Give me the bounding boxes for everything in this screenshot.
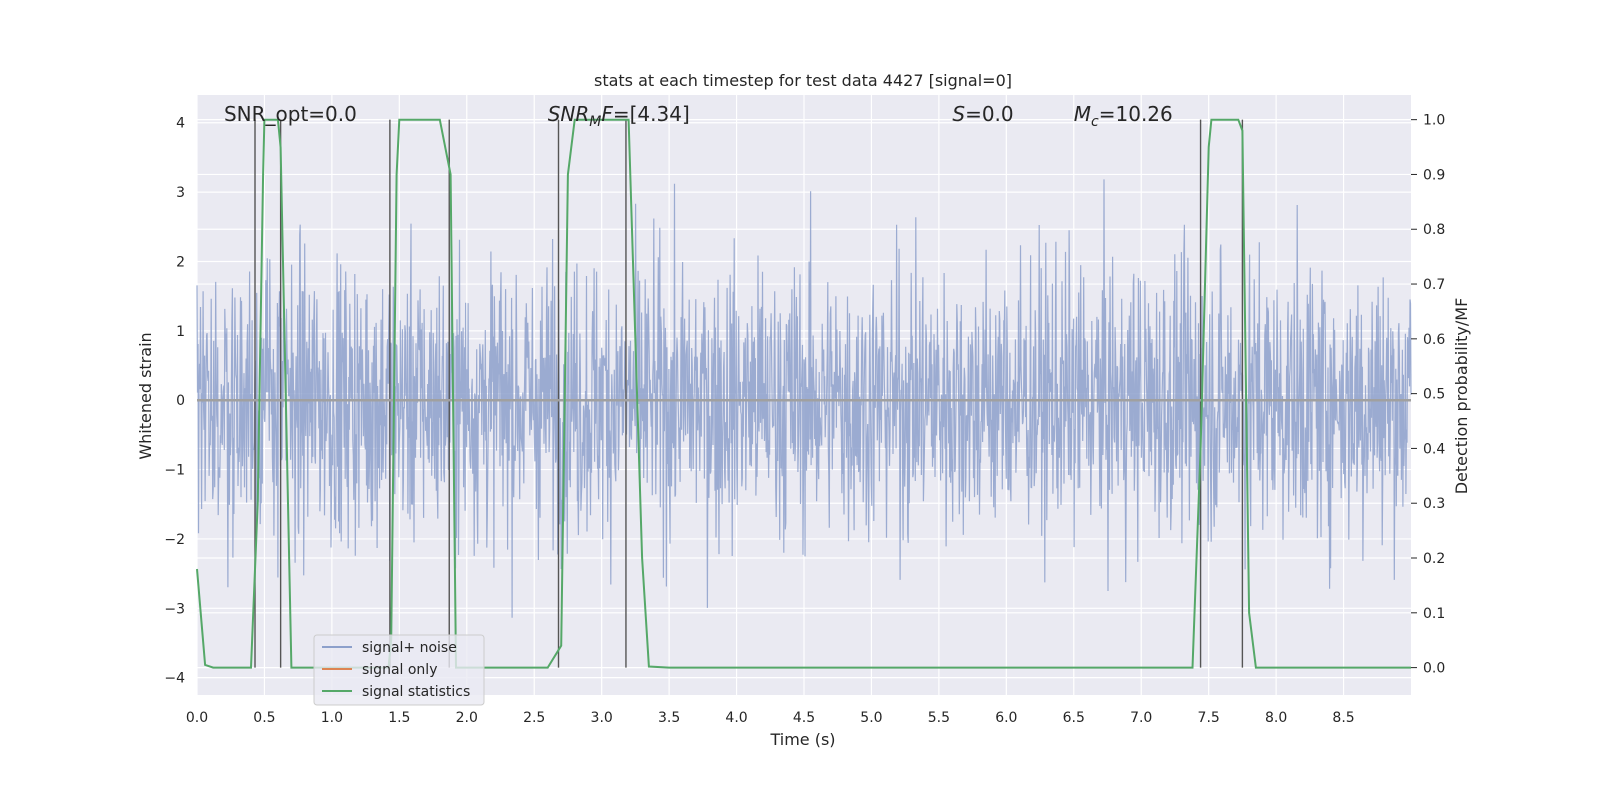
x-tick-label-14: 7.0 xyxy=(1130,710,1152,726)
y2-tick-label-0: 0.0 xyxy=(1423,661,1445,677)
x-tick-label-7: 3.5 xyxy=(658,710,680,726)
annotation-1: SNRMF=[4.34] xyxy=(548,102,690,130)
y2-tick-label-4: 0.4 xyxy=(1423,441,1445,457)
y2-axis-label: Detection probability/MF xyxy=(1452,298,1471,495)
legend: signal+ noise signal only signal statist… xyxy=(313,634,485,706)
legend-box xyxy=(313,634,485,706)
annotation-0: SNR_opt=0.0 xyxy=(224,102,357,126)
x-tick-label-12: 6.0 xyxy=(995,710,1017,726)
signal-noise-series xyxy=(196,179,1412,618)
y2-tick-label-6: 0.6 xyxy=(1423,332,1445,348)
signal-statistics-line xyxy=(196,118,1411,669)
y2-tick-label-1: 0.1 xyxy=(1423,606,1445,622)
x-tick-label-15: 7.5 xyxy=(1198,710,1220,726)
y-tick-label-8: 4 xyxy=(176,116,185,132)
x-tick-label-2: 1.0 xyxy=(321,710,343,726)
x-tick-label-3: 1.5 xyxy=(388,710,410,726)
y2-tick-label-10: 1.0 xyxy=(1423,113,1445,129)
annotations: SNR_opt=0.0 SNRMF=[4.34] S=0.0 Mc=10.26 xyxy=(224,102,1173,130)
y-tick-label-0: −4 xyxy=(164,671,185,687)
detection-markers xyxy=(254,119,1244,668)
y-tick-label-3: −1 xyxy=(164,463,185,479)
y2-tick-label-5: 0.5 xyxy=(1423,387,1445,403)
x-tick-label-16: 8.0 xyxy=(1265,710,1287,726)
y2-tick-label-2: 0.2 xyxy=(1423,551,1445,567)
x-tick-label-8: 4.0 xyxy=(725,710,747,726)
y-tick-label-7: 3 xyxy=(176,185,185,201)
x-tick-label-4: 2.0 xyxy=(456,710,478,726)
legend-label-signal-statistics: signal statistics xyxy=(362,684,470,700)
annotation-3: Mc=10.26 xyxy=(1074,102,1173,130)
x-tick-label-6: 3.0 xyxy=(591,710,613,726)
x-tick-label-0: 0.0 xyxy=(186,710,208,726)
y-tick-label-4: 0 xyxy=(176,393,185,409)
x-tick-label-17: 8.5 xyxy=(1332,710,1354,726)
y-tick-label-6: 2 xyxy=(176,254,185,270)
x-tick-label-11: 5.5 xyxy=(928,710,950,726)
y-axis-ticks: −4 −3 −2 −1 0 1 2 3 4 xyxy=(164,116,185,687)
y-tick-label-5: 1 xyxy=(176,324,185,340)
y-axis-label: Whitened strain xyxy=(136,332,155,459)
y2-tick-label-7: 0.7 xyxy=(1423,277,1445,293)
legend-label-signal-noise: signal+ noise xyxy=(362,640,457,656)
x-tick-label-1: 0.5 xyxy=(253,710,275,726)
signal-statistics-series xyxy=(196,118,1411,669)
x-axis-label: Time (s) xyxy=(769,730,835,749)
y2-tick-label-3: 0.3 xyxy=(1423,496,1445,512)
y2-axis-ticks: 0.0 0.1 0.2 0.3 0.4 0.5 0.6 0.7 0.8 0.9 1.0 xyxy=(1411,113,1445,677)
chart-title: stats at each timestep for test data 442… xyxy=(594,71,1012,90)
legend-label-signal-only: signal only xyxy=(362,662,437,678)
x-tick-label-5: 2.5 xyxy=(523,710,545,726)
annotation-2: S=0.0 xyxy=(952,102,1013,126)
y-tick-label-1: −3 xyxy=(164,601,185,617)
y-tick-label-2: −2 xyxy=(164,532,185,548)
x-tick-label-10: 5.0 xyxy=(860,710,882,726)
y2-tick-label-8: 0.8 xyxy=(1423,222,1445,238)
signal-noise-line xyxy=(196,179,1412,618)
y2-tick-label-9: 0.9 xyxy=(1423,167,1445,183)
x-tick-label-13: 6.5 xyxy=(1063,710,1085,726)
x-tick-label-9: 4.5 xyxy=(793,710,815,726)
x-axis-ticks: 0.0 0.5 1.0 1.5 2.0 2.5 3.0 3.5 4.0 4.5 5.0 5.5 6.0 6… xyxy=(186,710,1355,726)
